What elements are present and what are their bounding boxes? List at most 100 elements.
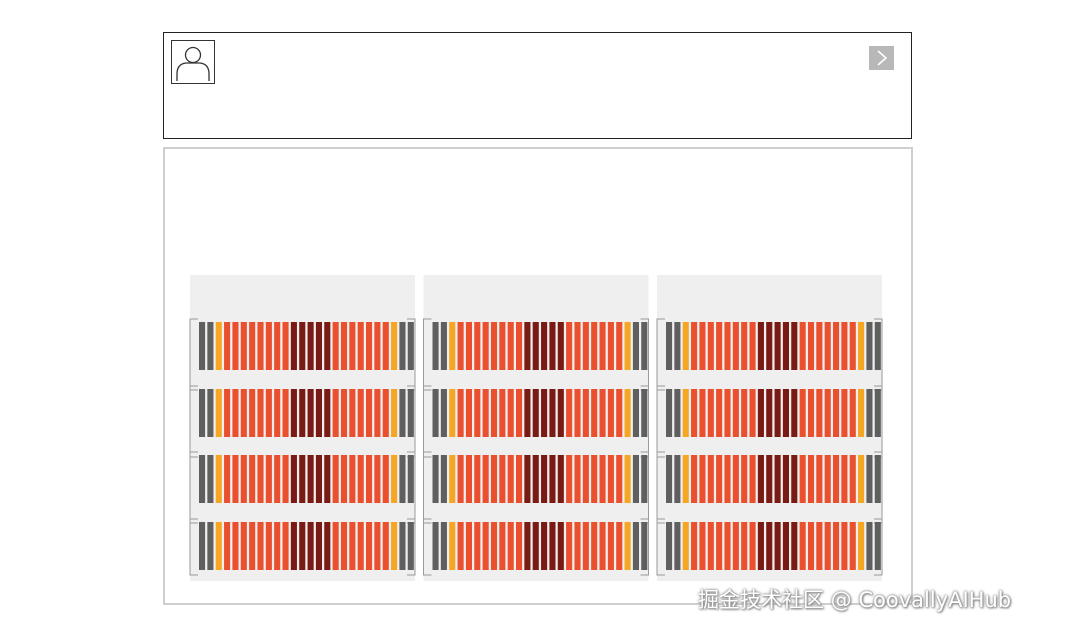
rack-unit: [574, 389, 581, 437]
rack-unit: [482, 322, 489, 370]
rack-unit: [866, 389, 873, 437]
connector-line: [189, 451, 198, 524]
rack-unit: [257, 455, 264, 503]
rack-unit: [432, 322, 439, 370]
rack-unit: [532, 389, 539, 437]
rack-unit: [774, 455, 781, 503]
rack-unit: [799, 455, 806, 503]
rack-unit: [382, 389, 389, 437]
rack-unit: [682, 455, 689, 503]
rack-unit: [599, 322, 606, 370]
rack-unit: [791, 522, 798, 570]
rack-unit: [340, 322, 348, 370]
rack-unit: [574, 522, 581, 570]
rack-unit: [749, 389, 756, 437]
rack-unit: [549, 455, 556, 503]
rack-diagram: [189, 275, 883, 581]
watermark-text: 掘金技术社区 @ CoovallyAIHub: [698, 588, 1012, 612]
rack-unit: [807, 322, 815, 370]
rack-unit: [699, 522, 706, 570]
rack-unit: [232, 389, 239, 437]
rack-unit: [432, 389, 439, 437]
rack-unit: [465, 522, 472, 570]
connector-line: [640, 518, 649, 576]
rack-unit: [366, 522, 373, 570]
rack-unit: [724, 522, 731, 570]
rack-unit: [866, 455, 873, 503]
rack-unit: [707, 522, 714, 570]
rack-unit: [641, 522, 648, 570]
rack-unit: [507, 389, 514, 437]
rack-unit: [399, 389, 406, 437]
rack-unit: [524, 322, 531, 370]
rack-unit: [265, 389, 272, 437]
rack-unit: [782, 455, 789, 503]
rack-unit: [849, 322, 856, 370]
rack-unit: [566, 522, 573, 570]
rack-unit: [199, 455, 206, 503]
rack-unit: [566, 389, 573, 437]
rack-unit: [816, 522, 823, 570]
rack-unit: [624, 322, 631, 370]
rack-unit: [474, 389, 481, 437]
rack-unit: [265, 455, 272, 503]
rack-unit: [449, 522, 456, 570]
rack-unit: [490, 522, 498, 570]
rack-unit: [716, 389, 723, 437]
rack-unit: [374, 522, 381, 570]
connector-line: [423, 451, 432, 524]
rack-unit: [332, 322, 339, 370]
rack-unit: [474, 322, 481, 370]
rack-unit: [816, 455, 823, 503]
rack-unit: [232, 322, 239, 370]
rack-unit: [599, 389, 606, 437]
rack-unit: [532, 322, 539, 370]
rack-unit: [465, 322, 472, 370]
rack-unit: [249, 322, 256, 370]
connector-line: [423, 518, 432, 576]
connector-line: [874, 518, 883, 576]
rack-unit: [624, 389, 631, 437]
next-button[interactable]: [869, 46, 894, 70]
rack-unit: [440, 522, 447, 570]
user-avatar-icon[interactable]: [171, 40, 215, 84]
rack-unit: [307, 455, 314, 503]
rack-unit: [616, 322, 623, 370]
rack-unit: [749, 322, 756, 370]
rack-unit: [807, 522, 815, 570]
rack-unit: [449, 322, 456, 370]
connector-line: [189, 385, 198, 458]
rack-unit: [732, 522, 739, 570]
rack-unit: [282, 522, 289, 570]
rack-unit: [274, 389, 281, 437]
rack-unit: [440, 322, 447, 370]
rack-unit: [407, 322, 414, 370]
rack-unit: [716, 455, 723, 503]
rack-unit: [332, 455, 339, 503]
rack-unit: [741, 455, 748, 503]
rack-unit: [666, 455, 673, 503]
rack-unit: [407, 389, 414, 437]
rack-unit: [290, 522, 297, 570]
rack-unit: [382, 455, 389, 503]
rack-unit: [632, 455, 639, 503]
rack-unit: [691, 322, 698, 370]
rack-unit: [324, 389, 331, 437]
rack-unit: [399, 522, 406, 570]
rack-unit: [616, 389, 623, 437]
rack-unit: [841, 389, 848, 437]
rack-unit: [457, 522, 464, 570]
rack-unit: [374, 455, 381, 503]
rack-unit: [858, 522, 865, 570]
rack-unit: [858, 455, 865, 503]
rack-unit: [257, 322, 264, 370]
rack-unit: [591, 455, 598, 503]
rack-unit: [349, 455, 356, 503]
rack-unit: [307, 322, 314, 370]
rack-unit: [616, 522, 623, 570]
rack-unit: [682, 322, 689, 370]
rack-unit: [324, 322, 331, 370]
rack-unit: [449, 389, 456, 437]
rack-unit: [716, 322, 723, 370]
rack-unit: [516, 389, 523, 437]
